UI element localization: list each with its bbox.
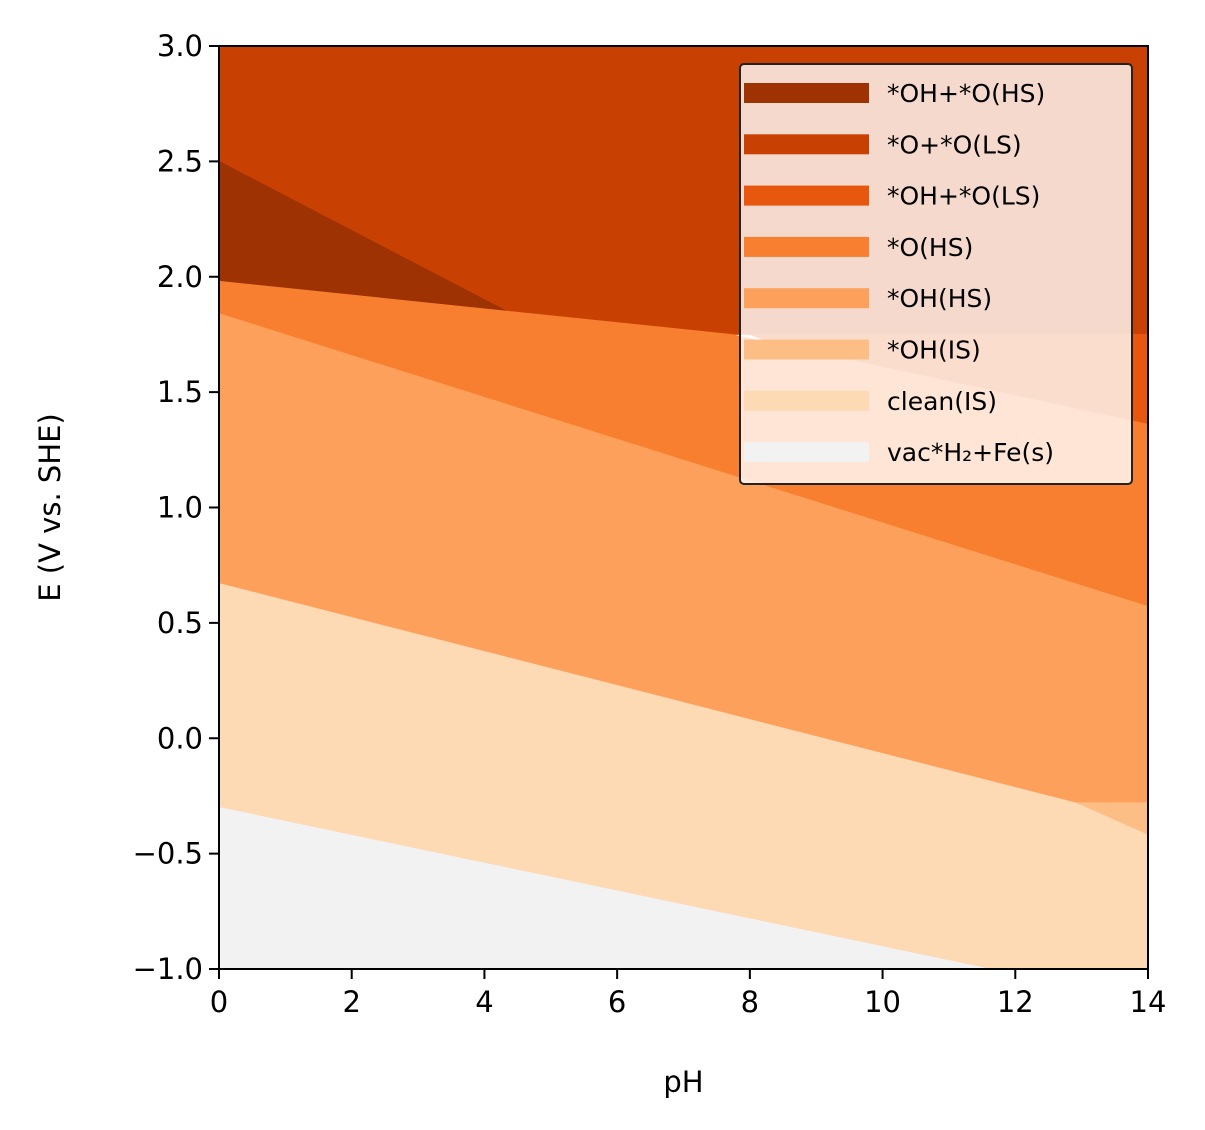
x-tick-label: 6 [608,985,626,1019]
legend-swatch [744,390,869,411]
x-tick-label: 8 [741,985,759,1019]
x-tick-label: 14 [1130,985,1167,1019]
legend-label: vac*H₂+Fe(s) [887,438,1054,467]
y-tick-label: 1.5 [157,375,203,409]
legend-label: *O+*O(LS) [887,130,1022,159]
x-tick-label: 0 [210,985,228,1019]
y-tick-label: −0.5 [133,837,203,871]
y-tick-label: 2.5 [157,144,203,178]
legend-label: *OH(HS) [887,284,992,313]
legend: *OH+*O(HS) *O+*O(LS) *OH+*O(LS) *O(HS) *OH(H… [739,63,1133,485]
y-axis-ticks: −1.0 −0.5 0.0 0.5 1.0 1.5 2.0 2.5 3.0 [133,29,219,986]
legend-label: clean(IS) [887,387,997,416]
y-tick-label: −1.0 [133,952,203,986]
legend-item: *O(HS) [744,233,973,262]
legend-swatch [744,185,869,206]
x-tick-label: 2 [342,985,360,1019]
y-tick-label: 3.0 [157,29,203,63]
y-tick-label: 0.5 [157,606,203,640]
legend-label: *O(HS) [887,233,973,262]
legend-item: clean(IS) [744,387,997,416]
legend-swatch [744,83,869,103]
legend-item: vac*H₂+Fe(s) [744,438,1054,467]
x-axis-label: pH [663,1065,703,1099]
legend-item: *OH(HS) [744,284,992,313]
legend-swatch [744,134,869,155]
legend-item: *OH+*O(LS) [744,182,1040,211]
legend-item: *O+*O(LS) [744,130,1022,159]
legend-swatch [744,339,869,360]
legend-swatch [744,236,869,257]
legend-item: *OH+*O(HS) [744,79,1045,108]
legend-item: *OH(IS) [744,336,981,365]
legend-label: *OH+*O(HS) [887,79,1045,108]
y-axis-label: E (V vs. SHE) [33,413,67,601]
x-tick-label: 12 [997,985,1034,1019]
legend-label: *OH+*O(LS) [887,182,1040,211]
y-tick-label: 0.0 [157,721,203,755]
legend-label: *OH(IS) [887,336,981,365]
x-axis-ticks: 0 2 4 6 8 10 12 14 [210,969,1167,1019]
legend-box [739,63,1133,485]
x-tick-label: 10 [864,985,901,1019]
y-tick-label: 1.0 [157,491,203,525]
y-tick-label: 2.0 [157,260,203,294]
x-tick-label: 4 [475,985,493,1019]
legend-swatch [744,288,869,309]
legend-swatch [744,442,869,463]
